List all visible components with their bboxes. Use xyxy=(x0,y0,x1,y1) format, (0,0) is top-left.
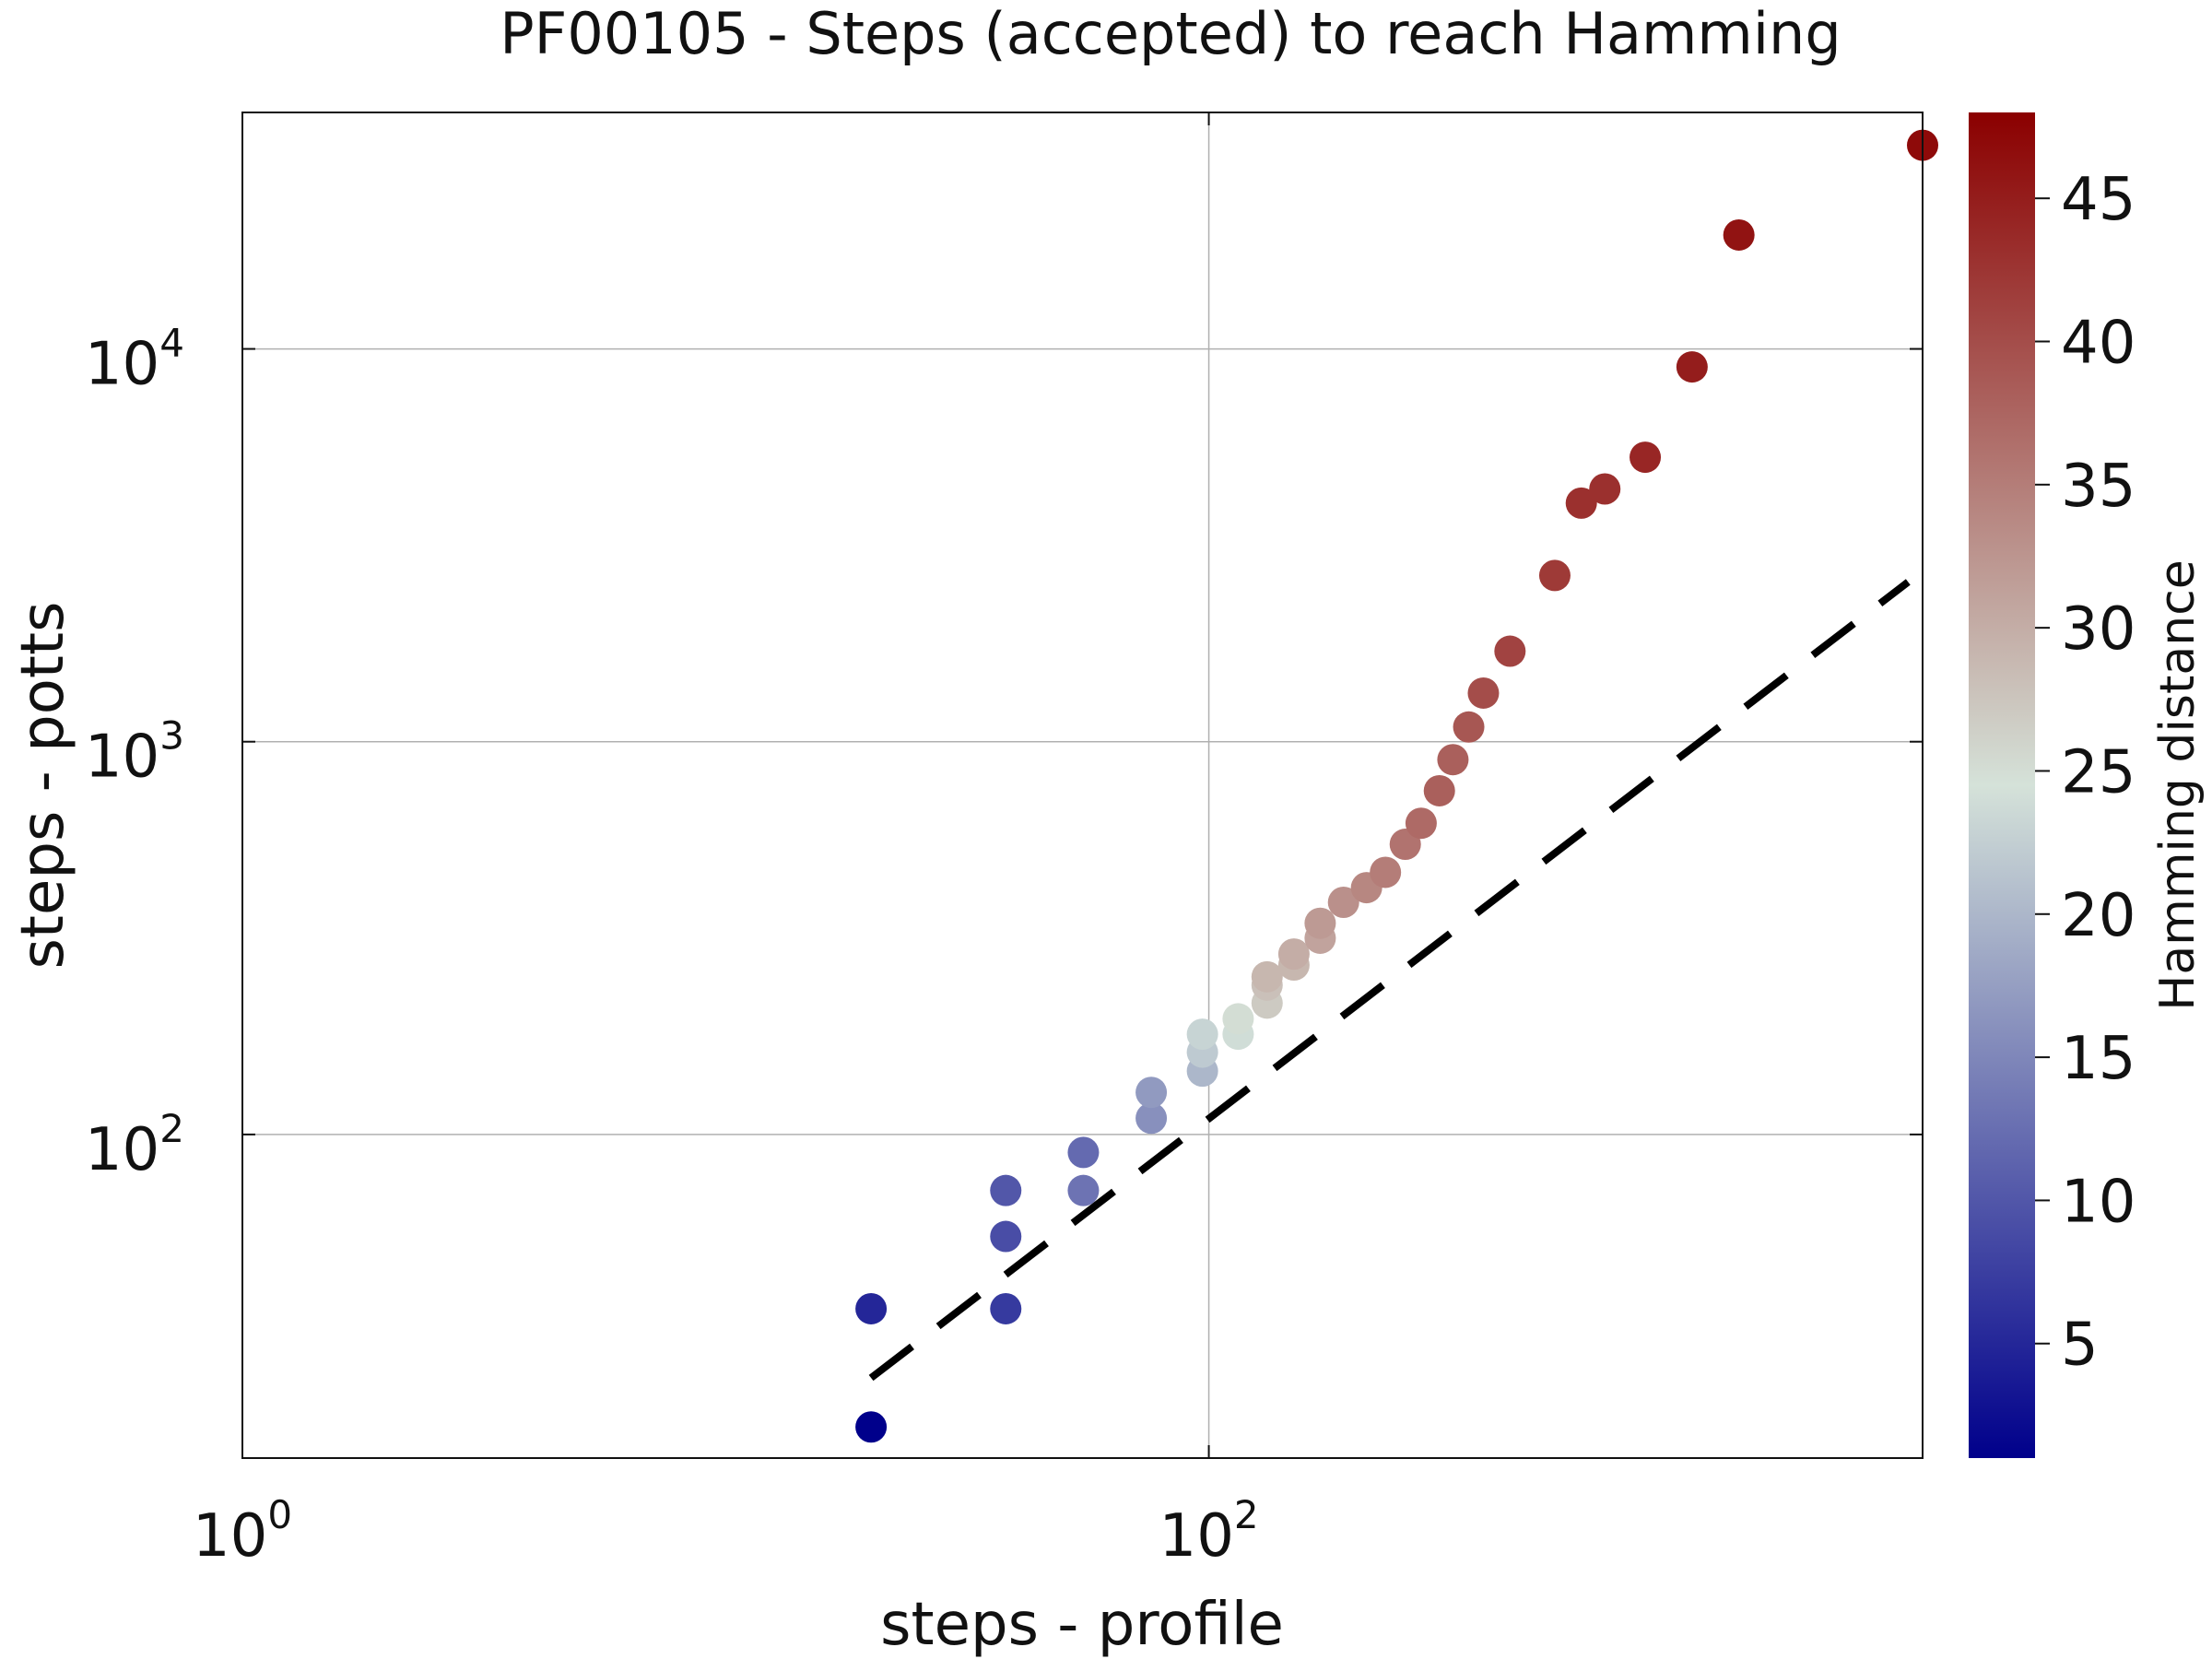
data-point-35 xyxy=(1676,351,1708,383)
colorbar-label: Hamming distance xyxy=(2150,559,2206,1011)
y-tick-label-2-base: 10 xyxy=(85,331,159,399)
colorbar xyxy=(1969,112,2035,1458)
data-point-20 xyxy=(1304,907,1336,939)
data-point-23 xyxy=(1370,856,1402,888)
x-tick-label-1-base: 10 xyxy=(1159,1502,1233,1571)
data-point-13 xyxy=(1222,1003,1254,1035)
data-point-11 xyxy=(1186,1018,1218,1051)
y-tick-label-0-base: 10 xyxy=(85,1116,159,1184)
y-tick-label-2-exp: 4 xyxy=(159,321,184,366)
data-point-31 xyxy=(1538,559,1571,592)
grid xyxy=(241,112,1923,1458)
data-point-27 xyxy=(1437,744,1469,776)
y-tick-label-0: 102 xyxy=(85,1106,184,1184)
y-tick-label-1-base: 10 xyxy=(85,724,159,792)
cb-tick-label-6: 35 xyxy=(2061,453,2136,521)
cb-tick-label-5: 30 xyxy=(2061,595,2136,664)
data-point-1 xyxy=(855,1292,888,1324)
colorbar-ticks: 5 10 15 20 25 30 35 40 45 xyxy=(2035,166,2136,1380)
data-point-16 xyxy=(1251,960,1283,993)
y-axis-label: steps - potts xyxy=(9,602,77,970)
reference-line xyxy=(868,579,1911,1382)
data-point-21 xyxy=(1327,886,1359,918)
x-tick-labels: 100 102 xyxy=(193,1492,1259,1571)
data-point-0 xyxy=(855,1411,888,1443)
data-point-4 xyxy=(990,1174,1022,1206)
cb-tick-label-4: 25 xyxy=(2061,738,2136,806)
cb-tick-label-3: 20 xyxy=(2061,882,2136,950)
data-point-3 xyxy=(990,1220,1022,1253)
plot-frame xyxy=(241,112,1924,1459)
data-point-8 xyxy=(1135,1077,1168,1109)
data-point-29 xyxy=(1467,677,1500,709)
y-tick-label-1-exp: 3 xyxy=(159,713,184,759)
x-axis-label: steps - profile xyxy=(880,1591,1284,1659)
x-tick-label-0-exp: 0 xyxy=(267,1492,292,1537)
x-tick-label-1: 102 xyxy=(1159,1492,1258,1571)
data-point-34 xyxy=(1630,441,1662,474)
data-point-7 xyxy=(1135,1102,1168,1135)
data-point-6 xyxy=(1067,1136,1100,1169)
data-point-5 xyxy=(1067,1174,1100,1206)
x-tick-label-1-exp: 2 xyxy=(1234,1492,1259,1537)
y-tick-label-1: 103 xyxy=(85,713,184,792)
x-tick-label-0: 100 xyxy=(193,1492,292,1571)
data-point-18 xyxy=(1277,938,1310,971)
data-point-33 xyxy=(1589,473,1621,505)
data-point-32 xyxy=(1565,487,1597,519)
data-point-36 xyxy=(1723,218,1755,251)
data-points xyxy=(855,129,1938,1443)
cb-tick-label-7: 40 xyxy=(2061,310,2136,378)
reference-line-group xyxy=(868,579,1911,1382)
data-point-25 xyxy=(1405,807,1437,840)
data-point-26 xyxy=(1423,774,1455,806)
cb-tick-label-2: 15 xyxy=(2061,1025,2136,1093)
chart-title: PF00105 - Steps (accepted) to reach Hamm… xyxy=(500,0,1841,67)
cb-tick-label-8: 45 xyxy=(2061,166,2136,234)
y-tick-label-2: 104 xyxy=(85,321,184,399)
y-tick-label-0-exp: 2 xyxy=(159,1106,184,1151)
data-point-2 xyxy=(990,1292,1022,1324)
x-tick-label-0-base: 10 xyxy=(193,1502,267,1571)
cb-tick-label-0: 5 xyxy=(2061,1312,2099,1380)
data-point-28 xyxy=(1453,711,1485,743)
cb-tick-label-1: 10 xyxy=(2061,1168,2136,1236)
data-point-30 xyxy=(1494,635,1526,667)
